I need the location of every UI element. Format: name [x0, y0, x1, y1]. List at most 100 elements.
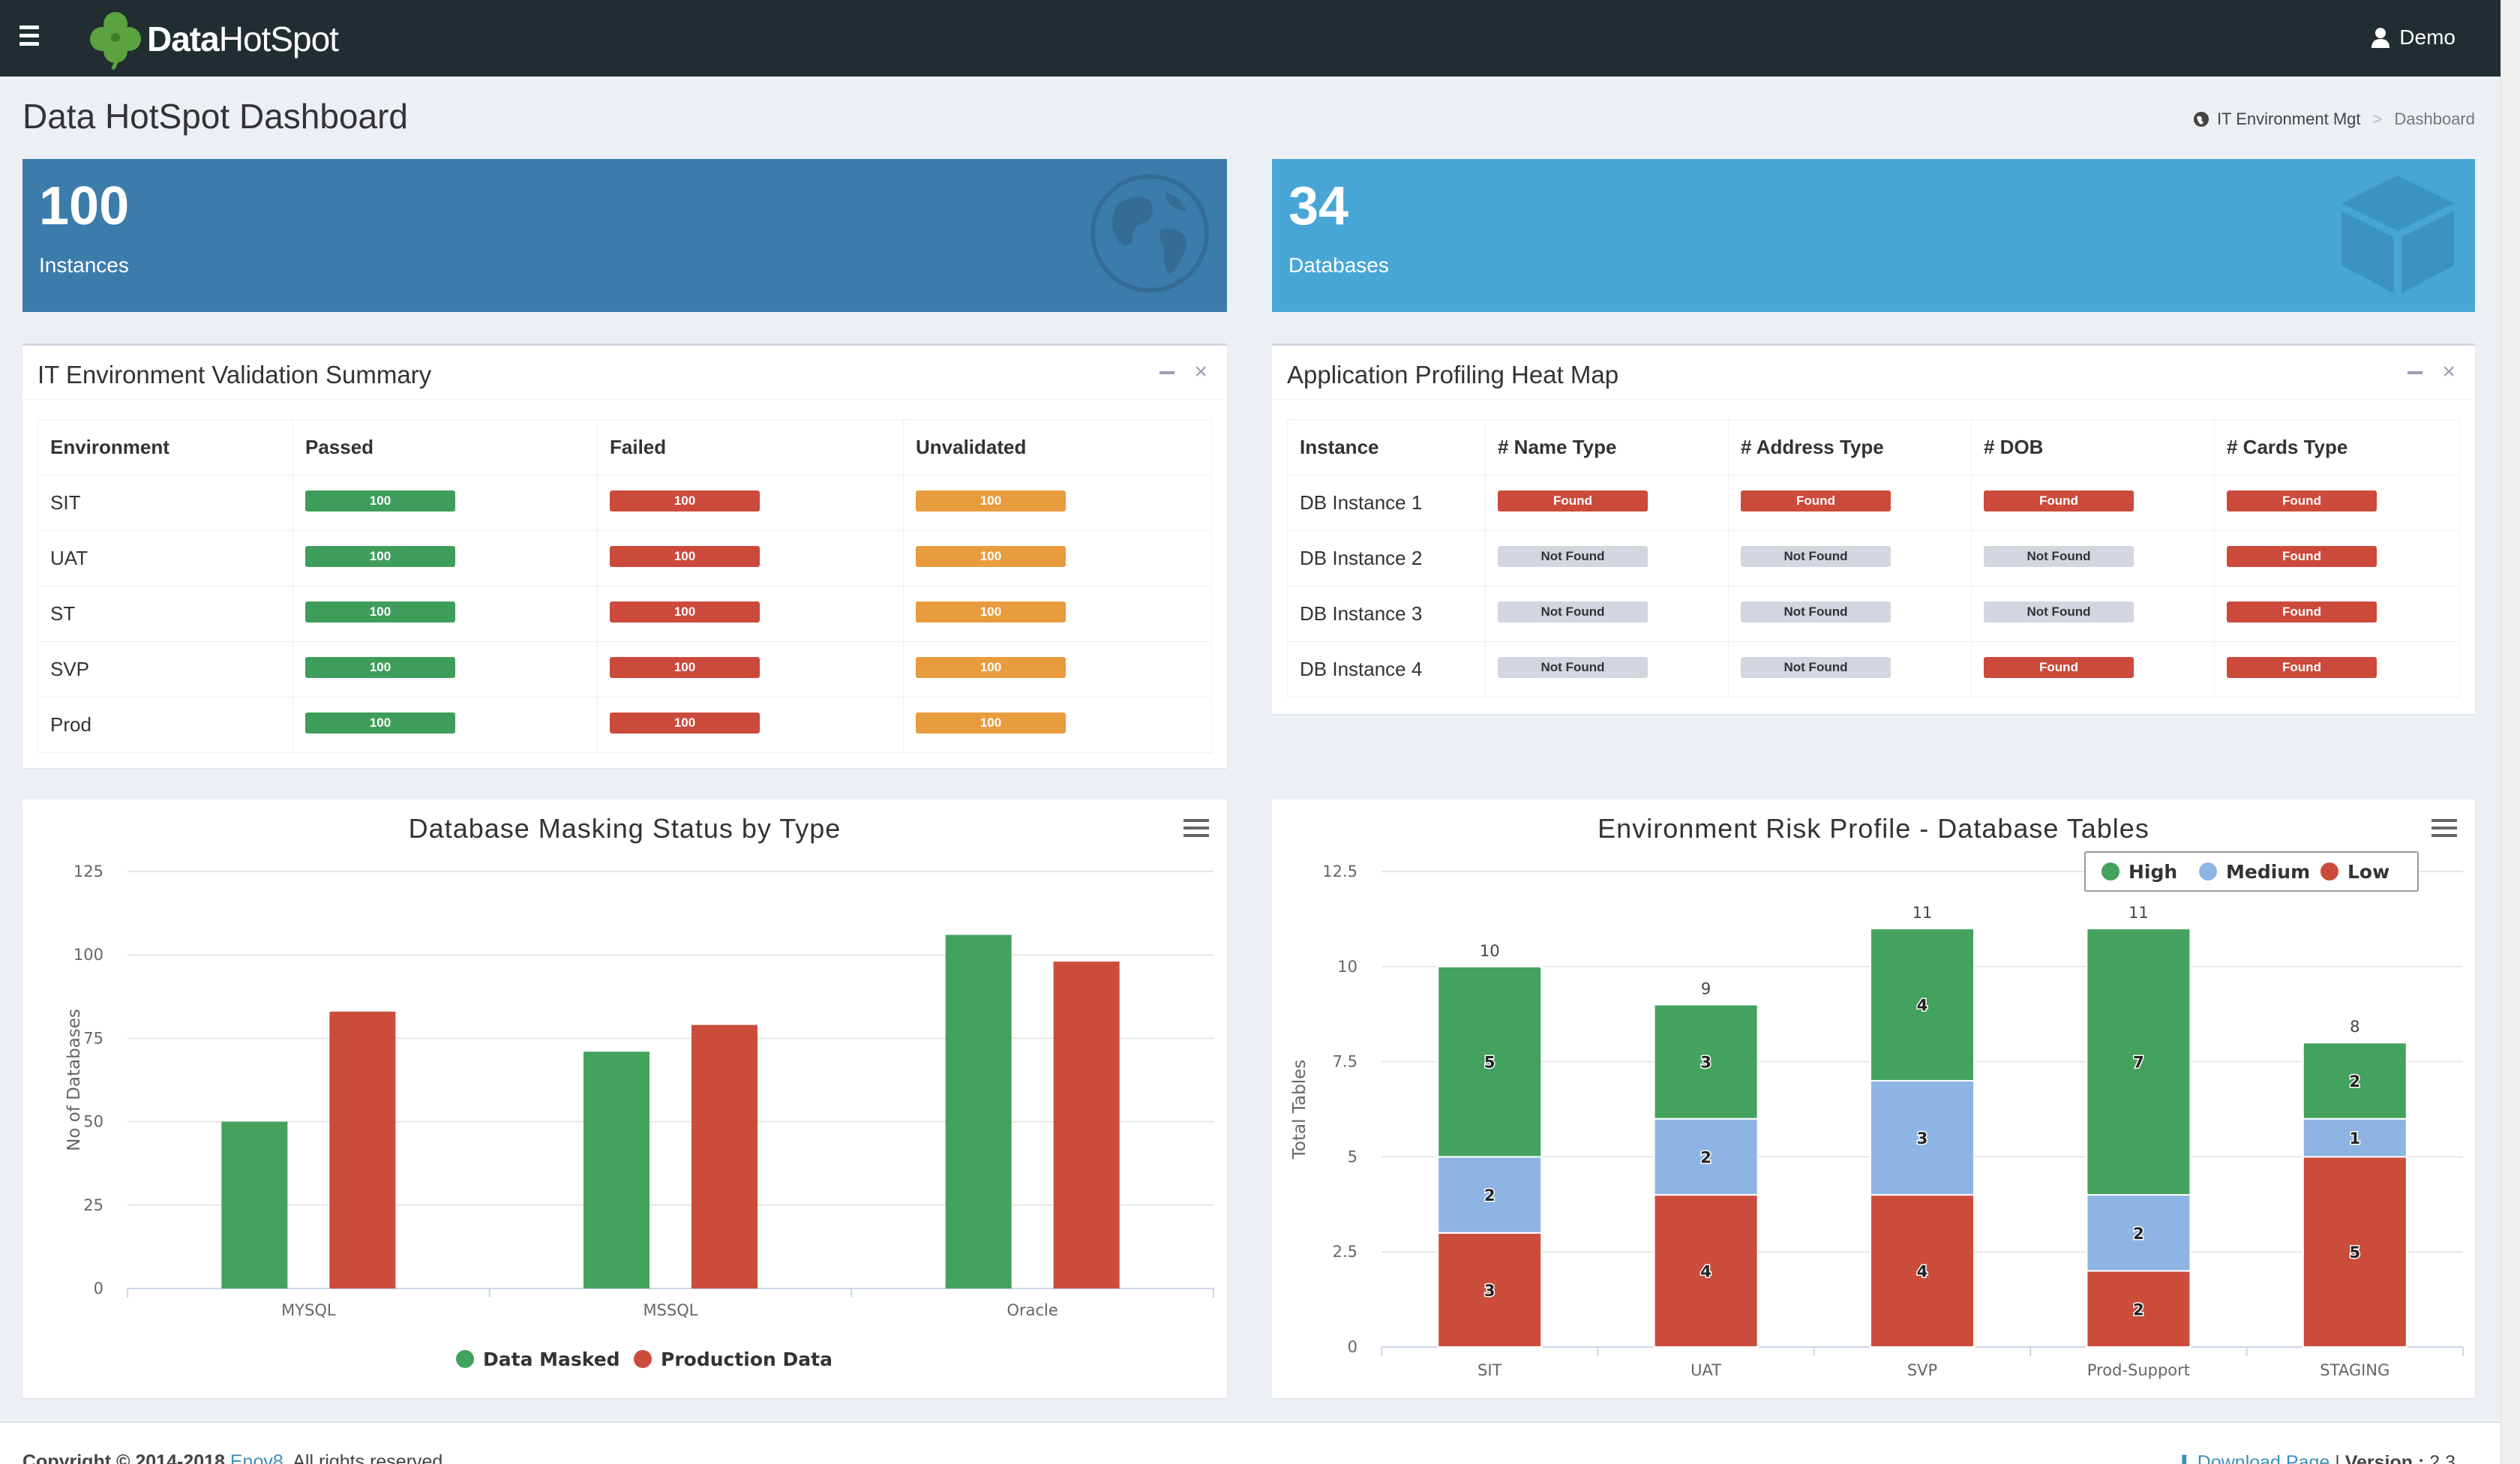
user-menu[interactable]: Demo [2371, 26, 2456, 50]
status-badge[interactable]: Found [1984, 657, 2134, 679]
databases-infobox[interactable]: 34 Databases [1272, 159, 2475, 312]
table-row: DB Instance 1 Found Found Found Found [1287, 475, 2460, 531]
instance-cell: DB Instance 2 [1287, 530, 1486, 586]
failed-badge[interactable]: 100 [610, 546, 760, 568]
segment-label: 2 [2349, 1072, 2360, 1090]
menu-toggle-icon[interactable] [20, 26, 42, 51]
env-cell: Prod [38, 697, 293, 753]
env-cell: ST [38, 586, 293, 642]
unvalidated-badge[interactable]: 100 [916, 712, 1066, 734]
clover-logo-icon [90, 12, 141, 70]
env-cell: SVP [38, 641, 293, 698]
y-tick-label: 50 [83, 1113, 104, 1131]
legend-marker [2102, 862, 2120, 880]
segment-label: 2 [2133, 1300, 2144, 1318]
passed-badge[interactable]: 100 [305, 490, 455, 512]
status-badge[interactable]: Found [1498, 490, 1648, 512]
table-row: SVP 100 100 100 [38, 641, 1212, 698]
status-badge[interactable]: Found [1741, 490, 1891, 512]
breadcrumb-item-it-env[interactable]: IT Environment Mgt [2216, 110, 2361, 128]
chart-menu-icon[interactable] [1184, 819, 1209, 842]
status-badge[interactable]: Not Found [1984, 546, 2134, 568]
y-tick-label: 7.5 [1333, 1053, 1358, 1071]
failed-badge[interactable]: 100 [610, 490, 760, 512]
status-badge[interactable]: Not Found [1498, 657, 1648, 679]
col-header-dob[interactable]: # DOB [1971, 419, 2215, 476]
passed-badge[interactable]: 100 [305, 657, 455, 679]
unvalidated-badge[interactable]: 100 [916, 657, 1066, 679]
bar-segment-high [1870, 928, 1975, 1082]
instances-infobox[interactable]: 100 Instances [22, 159, 1227, 312]
status-badge[interactable]: Found [1984, 490, 2134, 512]
status-badge[interactable]: Found [2227, 546, 2377, 568]
unvalidated-badge[interactable]: 100 [916, 490, 1066, 512]
col-header-failed[interactable]: Failed [597, 419, 904, 476]
status-badge[interactable]: Not Found [1741, 546, 1891, 568]
legend-item: Production Data [661, 1348, 832, 1370]
status-badge[interactable]: Not Found [1741, 602, 1891, 623]
chart-title: Database Masking Status by Type [408, 813, 842, 844]
top-navbar: DataHotSpot Demo [0, 0, 2500, 76]
col-header-passed[interactable]: Passed [292, 419, 598, 476]
risk-chart: 0 2.5 5 7.5 10 12.5 Total Tables SIT 3 2 5 10 UAT 4 2 3… [1290, 851, 2464, 1379]
x-tick-label: MYSQL [281, 1301, 336, 1319]
instances-label: Instances [39, 254, 129, 277]
table-row: DB Instance 3 Not Found Not Found Not Found… [1287, 586, 2460, 642]
bar-data-masked [584, 1052, 650, 1288]
collapse-icon[interactable] [2408, 371, 2423, 374]
col-header-instance[interactable]: Instance [1287, 419, 1486, 476]
chart-menu-icon[interactable] [2432, 819, 2457, 842]
total-label: 10 [1480, 942, 1500, 960]
x-tick-label: SIT [1478, 1361, 1502, 1379]
status-badge[interactable]: Not Found [1741, 657, 1891, 679]
segment-label: 3 [1917, 1130, 1928, 1148]
col-header-cards-type[interactable]: # Cards Type [2214, 419, 2460, 476]
heat-cell: Not Found [1485, 641, 1729, 698]
download-page-link[interactable]: ⬇ Download Page [2176, 1452, 2330, 1464]
bar-data-masked [221, 1121, 288, 1288]
passed-badge[interactable]: 100 [305, 712, 455, 734]
failed-badge[interactable]: 100 [610, 657, 760, 679]
heat-cell: Not Found [1728, 586, 1972, 642]
segment-label: 3 [1484, 1282, 1496, 1300]
unvalidated-badge[interactable]: 100 [916, 546, 1066, 568]
col-header-name-type[interactable]: # Name Type [1485, 419, 1729, 476]
col-header-address-type[interactable]: # Address Type [1728, 419, 1972, 476]
instance-cell: DB Instance 1 [1287, 475, 1486, 531]
close-icon[interactable]: × [2442, 359, 2456, 384]
col-header-environment[interactable]: Environment [38, 419, 293, 476]
failed-cell: 100 [597, 475, 904, 531]
app-name: DataHotSpot [147, 20, 339, 58]
x-tick-label: STAGING [2320, 1361, 2390, 1379]
heat-cell: Found [2214, 641, 2460, 698]
failed-badge[interactable]: 100 [610, 602, 760, 623]
passed-badge[interactable]: 100 [305, 546, 455, 568]
table-row: DB Instance 4 Not Found Not Found Found Foun… [1287, 641, 2460, 698]
bar-production-data [329, 1011, 396, 1288]
app-logo[interactable]: DataHotSpot [86, 8, 339, 70]
status-badge[interactable]: Found [2227, 657, 2377, 679]
x-tick-label: Prod-Support [2087, 1361, 2190, 1379]
bar-production-data [1053, 962, 1120, 1288]
user-icon [2372, 28, 2390, 48]
failed-badge[interactable]: 100 [610, 712, 760, 734]
status-badge[interactable]: Not Found [1498, 546, 1648, 568]
legend-marker [2320, 862, 2338, 880]
heat-cell: Found [1728, 475, 1972, 531]
scrollbar[interactable] [2500, 0, 2520, 1464]
close-icon[interactable]: × [1194, 359, 1208, 384]
bar-segment-medium [1870, 1079, 1975, 1196]
status-badge[interactable]: Found [2227, 602, 2377, 623]
company-link[interactable]: Enov8 [230, 1451, 284, 1464]
status-badge[interactable]: Not Found [1984, 602, 2134, 623]
passed-cell: 100 [292, 530, 598, 586]
passed-badge[interactable]: 100 [305, 602, 455, 623]
page-title: Data HotSpot Dashboard [22, 97, 408, 136]
col-header-unvalidated[interactable]: Unvalidated [903, 419, 1212, 476]
x-tick-label: UAT [1690, 1361, 1721, 1379]
unvalidated-badge[interactable]: 100 [916, 602, 1066, 623]
collapse-icon[interactable] [1160, 371, 1175, 374]
heat-cell: Not Found [1971, 586, 2215, 642]
status-badge[interactable]: Not Found [1498, 602, 1648, 623]
status-badge[interactable]: Found [2227, 490, 2377, 512]
